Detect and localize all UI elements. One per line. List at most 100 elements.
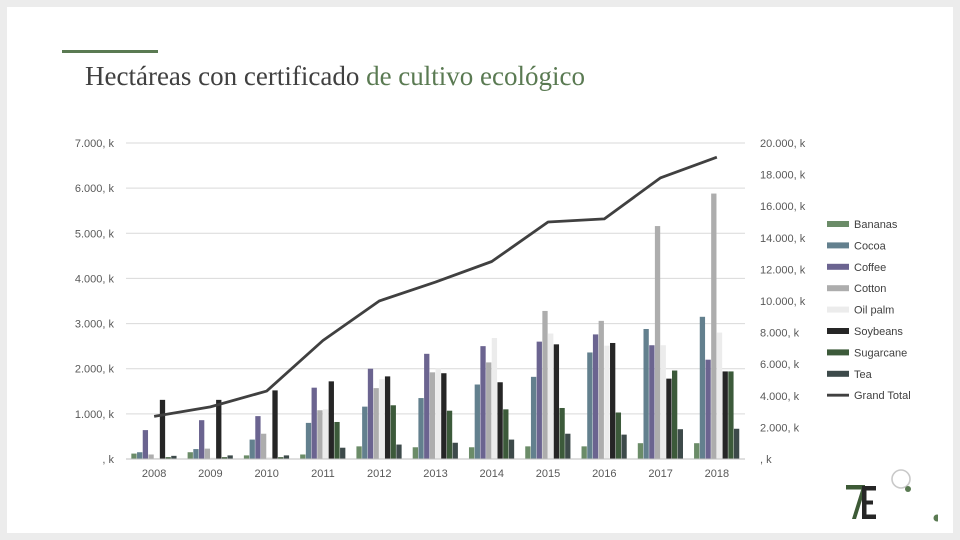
legend-swatch [827, 349, 849, 356]
corner-dot-icon [933, 514, 938, 522]
line-grand-total [153, 155, 718, 418]
legend-label: Bananas [854, 219, 898, 231]
bar-sugarcane [165, 457, 171, 459]
bar-oil-palm [210, 457, 216, 459]
bar-cotton [542, 310, 548, 459]
bar-oil-palm [435, 368, 441, 459]
bar-coffee [705, 359, 711, 459]
bar-soybeans [328, 381, 334, 459]
x-tick-label: 2009 [198, 468, 222, 480]
bar-oil-palm [379, 379, 385, 459]
bar-cocoa [474, 384, 480, 459]
bar-sugarcane [278, 457, 284, 459]
bar-soybeans [159, 399, 166, 459]
bar-bananas [694, 443, 700, 459]
bar-tea [733, 428, 740, 459]
bar-soybeans [553, 344, 560, 459]
bar-bananas [581, 446, 587, 459]
x-tick-label: 2015 [536, 468, 560, 480]
y-left-tick-label: 1.000, k [75, 409, 115, 421]
bar-sugarcane [390, 405, 396, 459]
bar-coffee [592, 334, 599, 459]
bar-sugarcane [221, 457, 228, 459]
logo-mark-icon [846, 485, 876, 519]
bar-bananas [412, 447, 418, 459]
x-tick-label: 2018 [705, 468, 729, 480]
legend-swatch [827, 285, 849, 292]
title-rule [62, 50, 158, 53]
y-right-tick-label: , k [760, 454, 772, 466]
bar-bananas [243, 455, 250, 459]
legend-label: Cocoa [854, 240, 887, 252]
y-right-tick-label: 10.000, k [760, 296, 806, 308]
y-right-tick-label: 6.000, k [760, 359, 800, 371]
y-right-tick-label: 20.000, k [760, 138, 806, 150]
bar-cotton [317, 410, 323, 459]
bar-sugarcane [728, 371, 734, 459]
bar-sugarcane [671, 370, 678, 459]
x-tick-label: 2012 [367, 468, 391, 480]
bar-sugarcane [446, 410, 453, 459]
y-left-tick-label: 2.000, k [75, 364, 115, 376]
bar-bananas [187, 452, 193, 459]
logo-ring-icon [891, 469, 911, 489]
bar-sugarcane [559, 407, 565, 459]
bar-cocoa [193, 449, 199, 459]
x-tick-label: 2011 [311, 468, 335, 480]
bar-oil-palm [548, 333, 554, 459]
bar-bananas [356, 446, 362, 459]
bar-oil-palm [491, 338, 498, 459]
y-right-tick-label: 8.000, k [760, 328, 800, 340]
bar-tea [452, 442, 458, 459]
bar-bananas [131, 453, 137, 459]
bar-tea [677, 429, 683, 459]
bar-tea [171, 455, 177, 459]
x-tick-label: 2014 [480, 468, 504, 480]
x-tick-label: 2016 [592, 468, 616, 480]
bar-sugarcane [615, 412, 622, 459]
legend-swatch [827, 263, 849, 270]
y-left-tick-label: 3.000, k [75, 319, 115, 331]
y-left-tick-label: 6.000, k [75, 183, 115, 195]
bar-tea [396, 444, 402, 459]
bar-tea [340, 447, 346, 459]
legend-label: Coffee [854, 262, 886, 274]
y-right-tick-label: 18.000, k [760, 170, 806, 182]
bar-tea [283, 455, 290, 459]
bar-soybeans [441, 373, 447, 459]
bar-tea [227, 455, 233, 459]
x-tick-label: 2013 [423, 468, 447, 480]
7E-logo [846, 469, 938, 522]
bar-cocoa [643, 328, 649, 459]
bar-cocoa [699, 316, 706, 459]
bar-soybeans [272, 390, 278, 459]
bar-bananas [525, 446, 531, 459]
legend-swatch [827, 221, 849, 227]
x-tick-label: 2010 [254, 468, 278, 480]
y-right-tick-label: 4.000, k [760, 391, 800, 403]
page-title: Hectáreas con certificado de cultivo eco… [85, 61, 585, 92]
bar-bananas [300, 454, 306, 459]
x-tick-label: 2008 [142, 468, 166, 480]
y-left-tick-label: 4.000, k [75, 273, 115, 285]
bar-cotton [260, 433, 267, 459]
title-accent: de cultivo ecológico [366, 61, 586, 91]
legend-label: Sugarcane [854, 347, 907, 359]
y-right-tick-label: 14.000, k [760, 233, 806, 245]
bar-coffee [536, 341, 542, 459]
bar-cocoa [418, 398, 424, 459]
bar-soybeans [666, 378, 672, 459]
bar-soybeans [384, 376, 391, 459]
title-main: Hectáreas con certificado [85, 61, 360, 91]
y-right-tick-label: 12.000, k [760, 264, 806, 276]
bar-cotton [429, 372, 436, 459]
bar-cotton [654, 226, 661, 459]
bar-coffee [480, 346, 486, 459]
bar-coffee [311, 387, 317, 459]
legend-label: Cotton [854, 283, 886, 295]
bar-coffee [649, 345, 655, 459]
bar-oil-palm [660, 345, 666, 459]
bar-oil-palm [716, 332, 723, 459]
legend-swatch [827, 370, 849, 377]
